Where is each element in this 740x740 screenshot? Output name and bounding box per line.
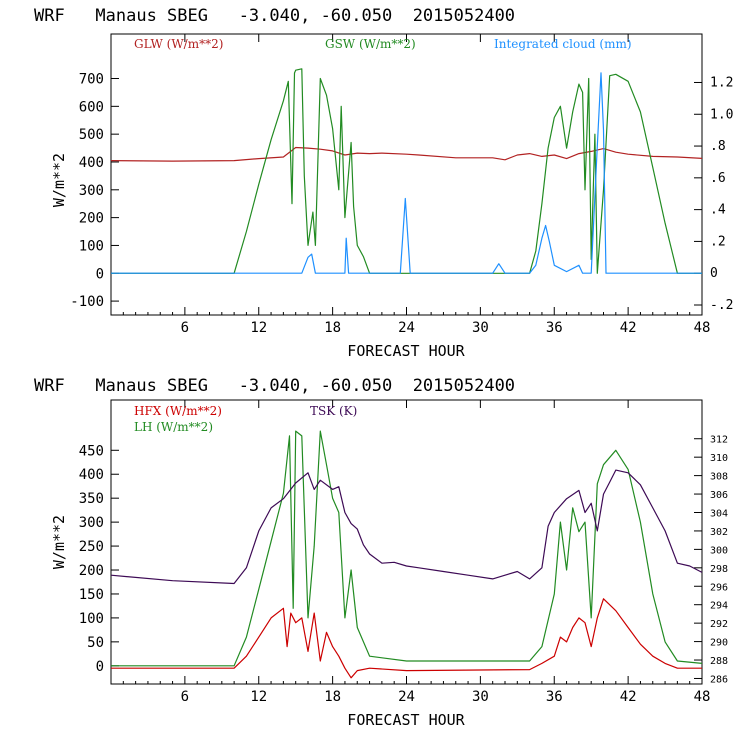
y2-tick-label: .4 — [710, 203, 726, 218]
x-axis-label: FORECAST HOUR — [347, 342, 465, 360]
legend-entry-integrated: Integrated cloud (mm) — [494, 37, 632, 51]
y-tick-label: 450 — [79, 443, 104, 459]
y-axis-label: W/m**2 — [50, 153, 68, 207]
legend-entry-gsw: GSW (W/m**2) — [325, 37, 416, 51]
y2-tick-label: 0 — [710, 266, 718, 281]
y2-tick-label: 308 — [710, 472, 728, 483]
y2-tick-label: 296 — [710, 582, 728, 593]
y-tick-label: 200 — [79, 211, 104, 227]
y2-tick-label: 306 — [710, 490, 728, 501]
x-tick-label: 48 — [694, 320, 711, 336]
y2-tick-label: 294 — [710, 601, 728, 612]
series-line-lh — [111, 430, 703, 667]
y-tick-label: 400 — [79, 155, 104, 171]
y2-tick-label: 286 — [710, 674, 728, 685]
y-tick-label: 0 — [96, 266, 104, 282]
chart-title: WRF Manaus SBEG -3.040, -60.050 20150524… — [34, 6, 515, 26]
legend-entry-tsk: TSK (K) — [310, 404, 357, 418]
y-tick-label: 300 — [79, 515, 104, 531]
x-tick-label: 12 — [250, 689, 267, 705]
x-tick-label: 6 — [181, 320, 189, 336]
x-tick-label: 30 — [472, 689, 489, 705]
y2-tick-label: -.2 — [710, 298, 733, 313]
x-tick-label: 18 — [324, 320, 341, 336]
x-tick-label: 48 — [694, 689, 711, 705]
y2-tick-label: 298 — [710, 564, 728, 575]
y-tick-label: 0 — [96, 659, 104, 675]
x-tick-label: 36 — [546, 689, 563, 705]
y2-tick-label: 1.0 — [710, 107, 733, 122]
y2-tick-label: 292 — [710, 619, 728, 630]
y-tick-label: 350 — [79, 491, 104, 507]
y2-tick-label: 1.2 — [710, 75, 733, 90]
series-line-glw — [110, 146, 703, 162]
legend-entry-lh: LH (W/m**2) — [134, 420, 213, 434]
y-tick-label: 400 — [79, 467, 104, 483]
y-tick-label: 600 — [79, 99, 104, 115]
x-tick-label: 18 — [324, 689, 341, 705]
y2-tick-label: 300 — [710, 545, 728, 556]
x-tick-label: 24 — [398, 689, 415, 705]
y-tick-label: 500 — [79, 127, 104, 143]
x-axis-label: FORECAST HOUR — [347, 711, 465, 729]
legend-entry-glw: GLW (W/m**2) — [134, 37, 223, 51]
y2-tick-label: .8 — [710, 139, 726, 154]
y-tick-label: 200 — [79, 563, 104, 579]
x-tick-label: 6 — [181, 689, 189, 705]
x-tick-label: 42 — [620, 689, 637, 705]
series-line-integrated — [111, 72, 702, 274]
y-tick-label: 250 — [79, 539, 104, 555]
y-tick-label: 300 — [79, 183, 104, 199]
x-tick-label: 42 — [620, 320, 637, 336]
series-line-gsw — [111, 68, 702, 274]
y-tick-label: 100 — [79, 238, 104, 254]
plot-frame — [110, 399, 703, 685]
y-tick-label: -100 — [70, 294, 104, 310]
y2-tick-label: .2 — [710, 234, 726, 249]
x-tick-label: 36 — [546, 320, 563, 336]
series-line-hfx — [111, 598, 702, 679]
x-tick-label: 24 — [398, 320, 415, 336]
y2-tick-label: 302 — [710, 527, 728, 538]
y2-tick-label: 310 — [710, 453, 728, 464]
series-line-tsk — [110, 469, 703, 585]
y2-tick-label: 312 — [710, 435, 728, 446]
y2-tick-label: 290 — [710, 638, 728, 649]
y2-tick-label: 288 — [710, 656, 728, 667]
y-tick-label: 700 — [79, 72, 104, 88]
x-tick-label: 12 — [250, 320, 267, 336]
y-tick-label: 50 — [87, 635, 104, 651]
chart-title: WRF Manaus SBEG -3.040, -60.050 20150524… — [34, 376, 515, 396]
y-tick-label: 150 — [79, 587, 104, 603]
y2-tick-label: .6 — [710, 171, 726, 186]
legend-entry-hfx: HFX (W/m**2) — [134, 404, 222, 418]
y-axis-label: W/m**2 — [50, 515, 68, 569]
panel-top: WRF Manaus SBEG -3.040, -60.050 20150524… — [34, 6, 733, 360]
y2-tick-label: 304 — [710, 508, 728, 519]
panel-bottom: WRF Manaus SBEG -3.040, -60.050 20150524… — [34, 376, 728, 729]
y-tick-label: 100 — [79, 611, 104, 627]
x-tick-label: 30 — [472, 320, 489, 336]
